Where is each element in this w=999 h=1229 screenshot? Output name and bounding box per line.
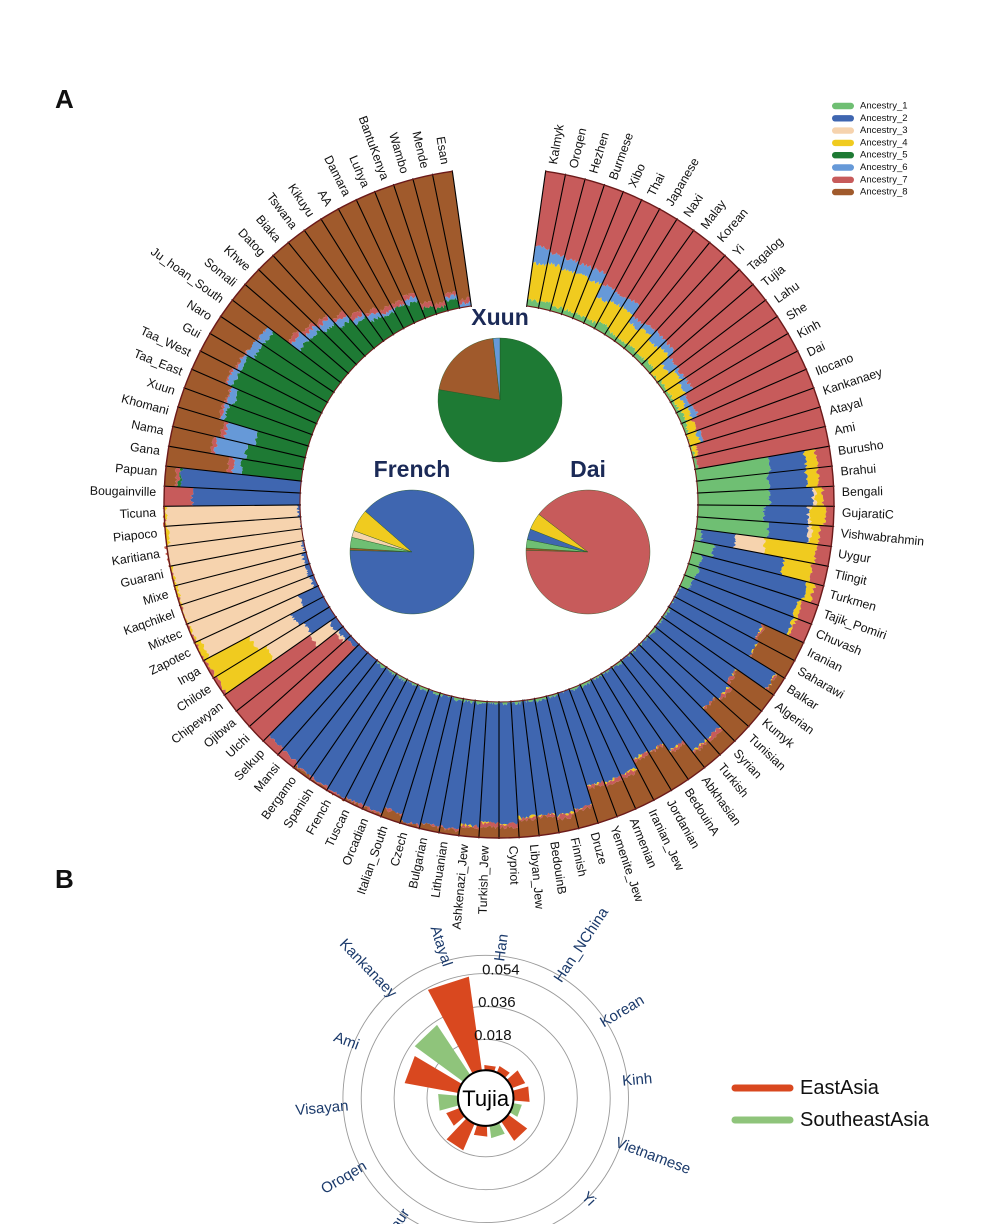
svg-text:0.054: 0.054 xyxy=(482,962,520,979)
svg-text:Ticuna: Ticuna xyxy=(119,506,156,521)
svg-text:Ancestry_5: Ancestry_5 xyxy=(860,150,908,161)
svg-text:SoutheastAsia: SoutheastAsia xyxy=(800,1109,930,1131)
svg-text:Turkish_Jew: Turkish_Jew xyxy=(476,845,492,914)
svg-text:Ancestry_4: Ancestry_4 xyxy=(860,137,908,148)
svg-text:GujaratiC: GujaratiC xyxy=(842,506,895,522)
svg-text:French: French xyxy=(374,456,451,482)
svg-text:Tujia: Tujia xyxy=(462,1086,510,1111)
svg-text:Ancestry_7: Ancestry_7 xyxy=(860,174,908,185)
svg-text:B: B xyxy=(55,864,74,894)
svg-text:EastAsia: EastAsia xyxy=(800,1077,880,1099)
svg-text:Ancestry_2: Ancestry_2 xyxy=(860,113,908,124)
svg-text:A: A xyxy=(55,84,74,114)
svg-text:Brahui: Brahui xyxy=(840,462,877,479)
svg-text:Ancestry_8: Ancestry_8 xyxy=(860,187,908,198)
svg-text:Bengali: Bengali xyxy=(842,484,883,499)
svg-text:Cypriot: Cypriot xyxy=(506,846,521,886)
svg-text:Ancestry_1: Ancestry_1 xyxy=(860,101,908,112)
svg-text:Ancestry_6: Ancestry_6 xyxy=(860,162,908,173)
svg-text:Kinh: Kinh xyxy=(621,1070,652,1090)
svg-text:Dai: Dai xyxy=(570,456,606,482)
svg-text:0.036: 0.036 xyxy=(478,994,516,1011)
svg-text:0.018: 0.018 xyxy=(474,1027,512,1044)
svg-text:Bougainville: Bougainville xyxy=(90,484,157,499)
svg-text:Ancestry_3: Ancestry_3 xyxy=(860,125,908,136)
svg-text:Xuun: Xuun xyxy=(471,304,529,330)
